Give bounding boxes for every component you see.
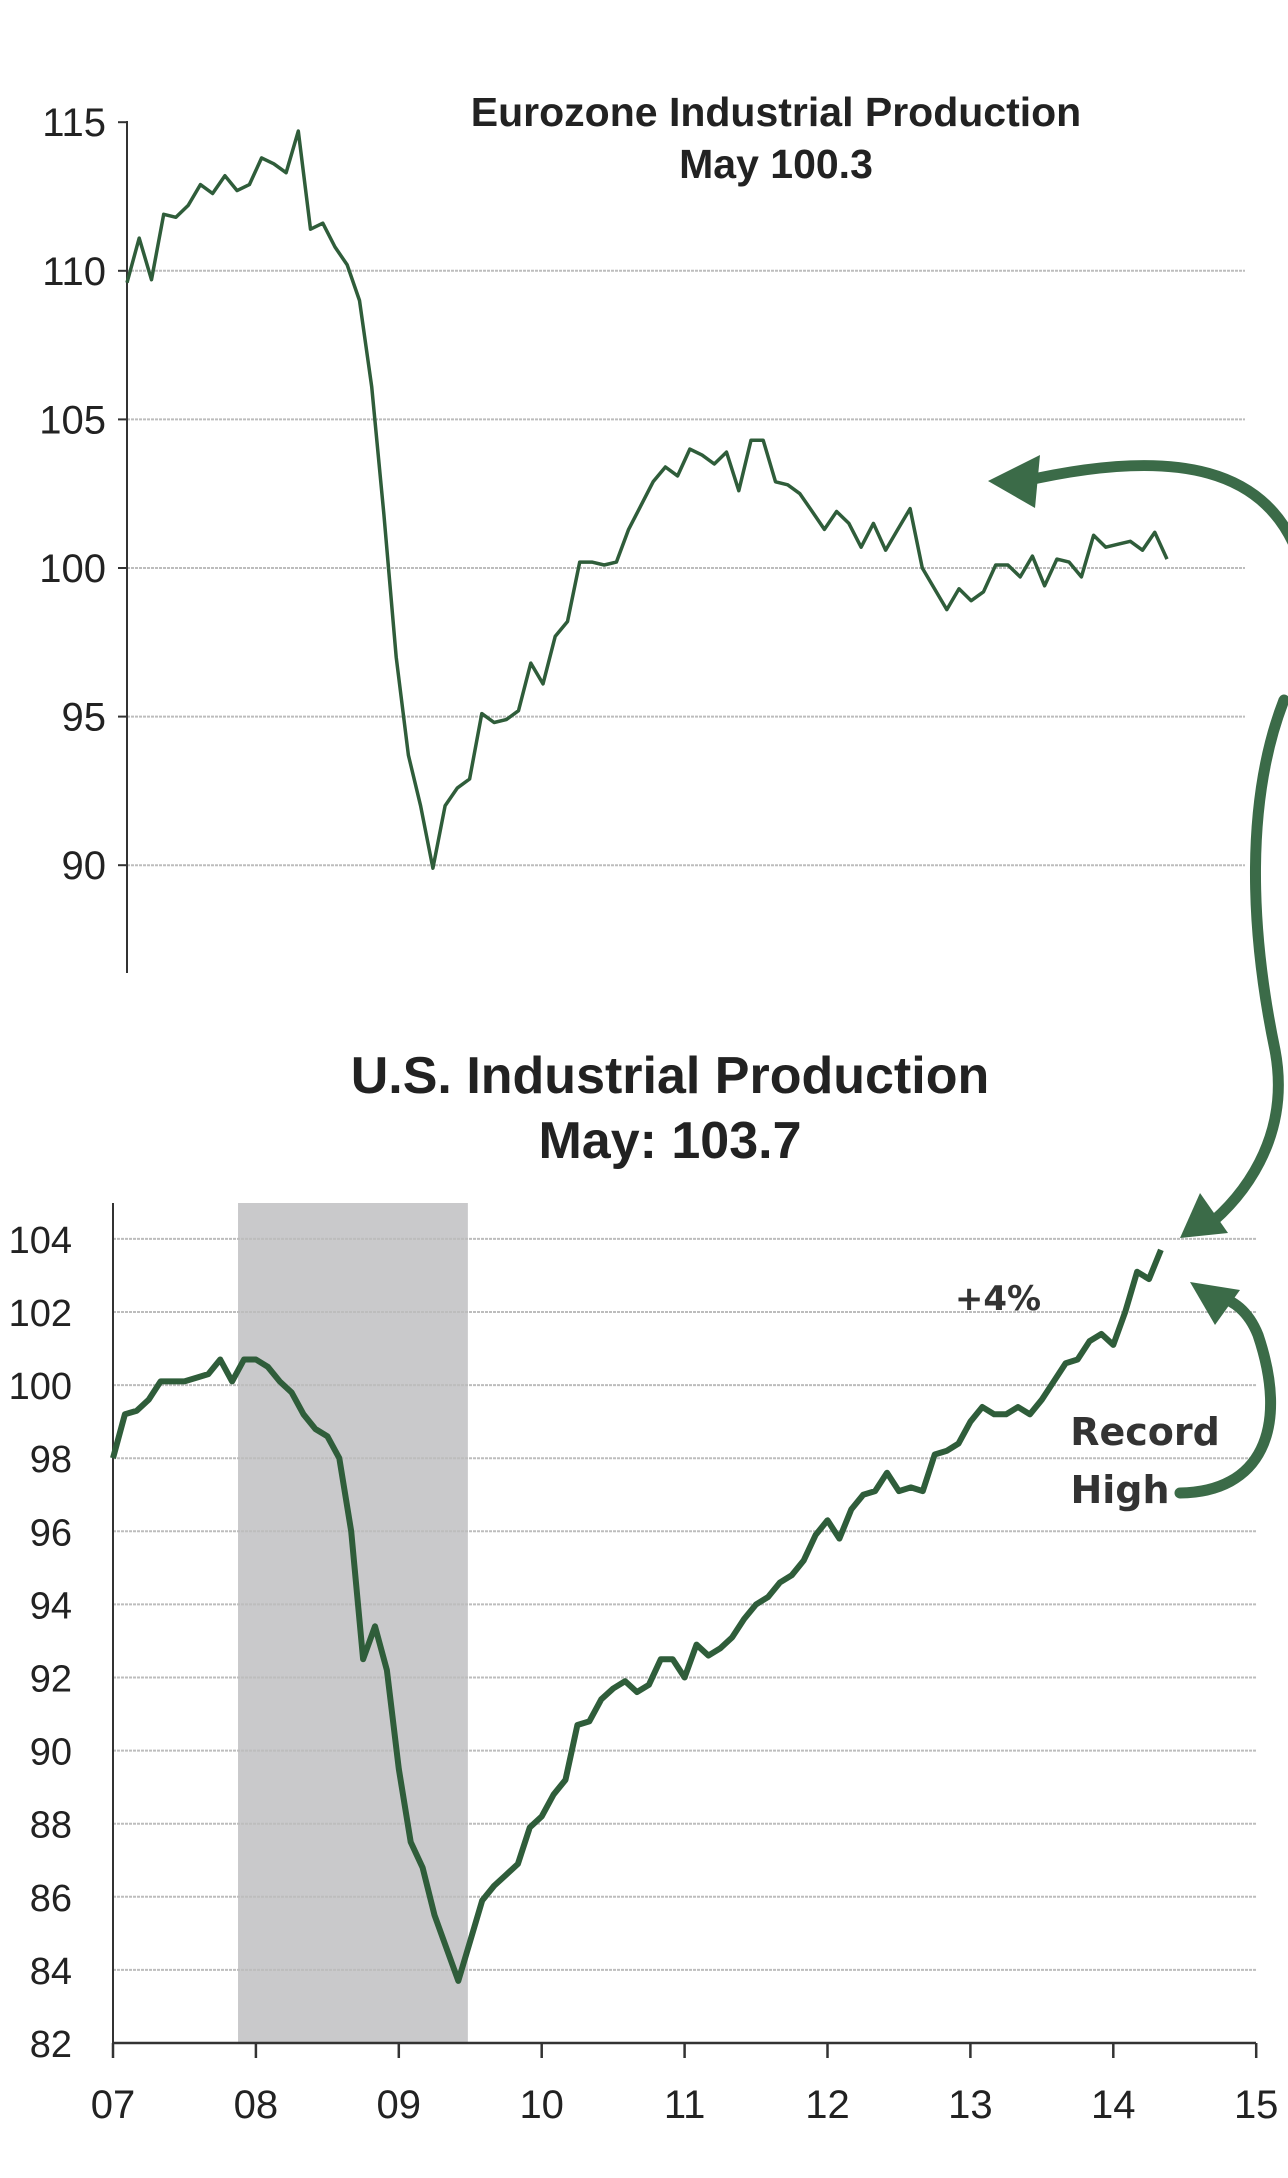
annotation-arrows [988,455,1288,1499]
x-tick-label: 15 [1234,2083,1279,2127]
x-tick-label: 10 [519,2083,564,2127]
record-annotation-line1: Record [1070,1410,1220,1454]
y-tick-label: 90 [62,844,107,888]
x-tick-label: 09 [377,2083,422,2127]
y-tick-label: 94 [30,1585,72,1627]
arrowhead-left-icon [988,455,1040,508]
y-tick-label: 96 [30,1512,72,1554]
y-tick-label: 84 [30,1951,72,1993]
us-series-line [110,1248,1164,1984]
y-tick-label: 100 [39,547,106,591]
y-tick-label: 90 [30,1732,72,1774]
x-tick-label: 13 [948,2083,993,2127]
x-tick-label: 14 [1091,2083,1136,2127]
us-y-ticks: 104 102 100 98 96 94 92 90 88 86 84 82 [9,1220,72,2066]
y-tick-label: 82 [30,2024,72,2066]
us-chart: 104 102 100 98 96 94 92 90 88 86 84 82 07 08 09 10 11 12… [9,1047,1279,2127]
y-tick-label: 110 [42,250,106,294]
eurozone-title: Eurozone Industrial Production [471,89,1081,135]
eurozone-y-ticks: 115 110 105 100 95 90 [39,101,127,888]
comparison-arrow [1014,460,1288,1234]
change-annotation: +4% [955,1279,1041,1319]
y-tick-label: 95 [62,696,107,740]
y-tick-label: 105 [39,398,106,442]
us-title: U.S. Industrial Production [351,1047,989,1105]
us-x-ticks: 07 08 09 10 11 12 13 14 15 [91,2043,1279,2127]
arrowhead-down-icon [1180,1193,1228,1238]
x-tick-label: 08 [234,2083,279,2127]
eurozone-series-line [125,129,1169,870]
y-tick-label: 88 [30,1805,72,1847]
x-tick-label: 12 [805,2083,850,2127]
us-gridlines [113,1237,1256,1971]
y-tick-label: 115 [42,101,106,145]
record-annotation-line2: High [1070,1468,1169,1512]
y-tick-label: 98 [30,1439,72,1481]
y-tick-label: 104 [9,1220,72,1262]
y-tick-label: 100 [9,1366,72,1408]
eurozone-subtitle: May 100.3 [679,141,873,187]
x-tick-label: 11 [664,2083,706,2127]
arrowhead-up-icon [1190,1282,1240,1325]
x-tick-label: 07 [91,2083,136,2127]
y-tick-label: 86 [30,1878,72,1920]
record-arrow [1174,1292,1277,1499]
eurozone-chart: 115 110 105 100 95 90 Eurozone Industrial Pro… [39,89,1245,973]
us-subtitle: May: 103.7 [538,1112,801,1170]
eurozone-gridlines [127,269,1245,867]
y-tick-label: 102 [9,1293,72,1335]
y-tick-label: 92 [30,1659,72,1701]
